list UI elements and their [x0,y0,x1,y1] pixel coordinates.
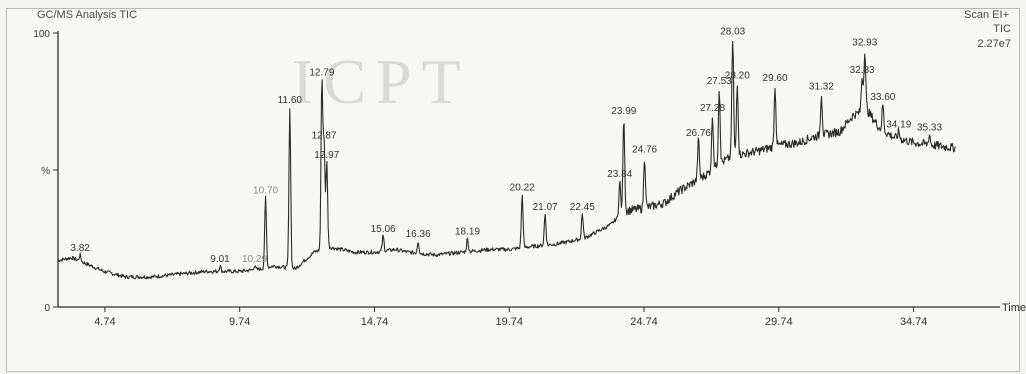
peak-label: 3.82 [70,243,90,254]
peak-label: 32.93 [852,37,877,48]
x-tick-label: 24.74 [630,316,658,328]
peak-label: 31.32 [809,81,834,92]
peak-label: 10.70 [253,185,278,196]
intensity-scale-label: 2.27e7 [977,38,1011,50]
peak-label: 26.76 [686,128,711,139]
peak-label: 12.97 [314,150,339,161]
analysis-title: GC/MS Analysis TIC [37,9,138,21]
peak-label: 18.19 [455,227,480,238]
peak-label: 16.36 [406,229,431,240]
y-tick-label: % [41,166,50,177]
tic-trace-line [57,40,956,280]
x-tick-label: 14.74 [361,316,389,328]
peak-label: 24.76 [632,144,657,155]
x-tick-label: 29.74 [765,316,793,328]
peak-label: 15.06 [371,224,396,235]
peak-label: 27.28 [700,103,725,114]
peak-label: 34.19 [886,120,911,131]
x-tick-label: 19.74 [495,316,523,328]
scan-mode-label: Scan EI+ [964,9,1009,21]
trace-type-label: TIC [993,23,1011,35]
peak-label: 9.01 [210,254,230,265]
peak-label: 22.45 [570,202,595,213]
peak-label: 10.29 [242,254,267,265]
peak-label: 12.87 [312,131,337,142]
peak-label: 23.99 [611,106,636,117]
peak-label: 27.53 [707,76,732,87]
peak-label: 11.60 [278,95,303,106]
peak-label: 21.07 [533,202,558,213]
x-tick-label: 34.74 [900,316,928,328]
watermark-text: ICPT [292,46,471,117]
peak-label: 35.33 [917,122,942,133]
peak-label: 28.03 [720,26,745,37]
peak-label: 29.60 [763,73,788,84]
x-axis-title: Time [1002,302,1026,314]
peak-label: 12.79 [309,68,334,79]
y-tick-label: 100 [33,29,50,40]
peak-label: 32.83 [850,65,875,76]
peak-label: 33.60 [870,92,895,103]
peak-label: 28.20 [725,70,750,81]
peak-label: 20.22 [510,183,535,194]
peak-label: 23.84 [607,169,632,180]
x-tick-label: 4.74 [94,316,115,328]
y-tick-label: 0 [44,303,50,314]
chromatogram-frame: ICPT GC/MS Analysis TIC Scan EI+ TIC 2.2… [6,8,1020,372]
x-tick-label: 9.74 [229,316,250,328]
